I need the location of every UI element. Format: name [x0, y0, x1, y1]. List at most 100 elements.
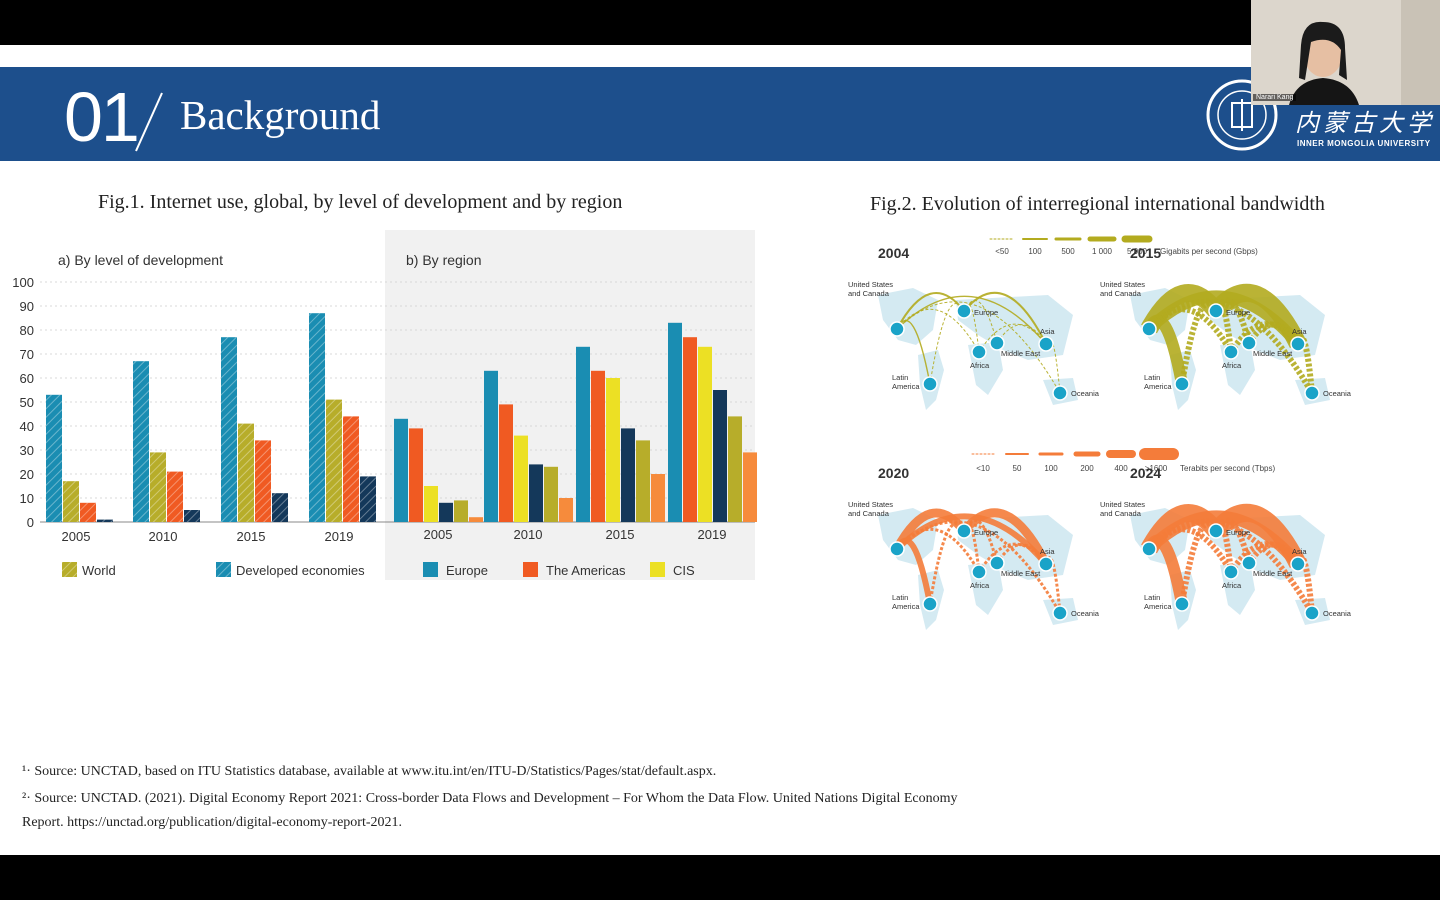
node-middle-east: [989, 555, 1005, 571]
region-label: Asia: [1040, 547, 1055, 556]
legend-value: 200: [1080, 464, 1094, 473]
webcam-thumbnail[interactable]: Narari Kang: [1251, 0, 1440, 105]
bandwidth-arc: [1044, 556, 1062, 614]
legend-label: Europe: [446, 563, 488, 578]
region-label: Asia: [1292, 327, 1307, 336]
region-label: Oceania: [1071, 609, 1100, 618]
node-oceania: [1052, 605, 1068, 621]
title-banner: 01 Background 内蒙古大学 INNER MONGOLIA UNIVE…: [0, 67, 1440, 161]
bar-africa: [469, 517, 483, 522]
x-tick-label: 2005: [62, 529, 91, 544]
bandwidth-arc: [1295, 554, 1315, 614]
y-tick-label: 20: [20, 467, 34, 482]
bar-europe: [394, 418, 408, 522]
bandwidth-arc: [1228, 321, 1301, 354]
x-tick-label: 2019: [325, 529, 354, 544]
bar-arab-states: [439, 502, 453, 522]
panel-a-title: a) By level of development: [58, 252, 223, 268]
region-label: and Canada: [1100, 289, 1142, 298]
bar-hatch: [80, 502, 96, 522]
node-latam: [922, 376, 938, 392]
gridlines: [40, 281, 755, 523]
region-label: United States: [1100, 280, 1145, 289]
bar-hatch: [326, 399, 342, 522]
node-usa: [889, 541, 905, 557]
map-year: 2004: [878, 245, 909, 261]
legend-value: 5 000: [1127, 247, 1148, 256]
legend-unit: Terabits per second (Tbps): [1180, 464, 1275, 473]
node-middle-east: [1241, 555, 1257, 571]
legend-label: World: [82, 563, 116, 578]
legend-label: Developed economies: [236, 563, 365, 578]
node-oceania: [1304, 605, 1320, 621]
bandwidth-arc: [977, 542, 1048, 573]
bar-europe: [668, 322, 682, 522]
region-label: Oceania: [1323, 609, 1352, 618]
region-label: Europe: [974, 308, 998, 317]
legend-unit: Gigabits per second (Gbps): [1160, 247, 1258, 256]
region-label: America: [1144, 602, 1172, 611]
region-label: Latin: [892, 593, 908, 602]
region-label: Africa: [1222, 581, 1242, 590]
y-tick-label: 100: [12, 275, 34, 290]
bandwidth-arc: [1146, 306, 1234, 354]
bar-hatch: [150, 452, 166, 522]
region-label: Asia: [1040, 327, 1055, 336]
node-africa: [971, 344, 987, 360]
node-africa: [971, 564, 987, 580]
bar-hatch: [133, 361, 149, 522]
legend-value: 1 000: [1092, 247, 1113, 256]
bar-africa: [559, 498, 573, 522]
legend-value: 500: [1061, 247, 1075, 256]
bandwidth-arc: [1146, 526, 1234, 574]
y-tick-label: 60: [20, 371, 34, 386]
y-tick-label: 80: [20, 323, 34, 338]
participant-name: Narari Kang: [1253, 94, 1297, 101]
bar-hatch: [309, 313, 325, 522]
legend-value: <10: [976, 464, 990, 473]
legend-value: 100: [1028, 247, 1042, 256]
node-europe: [1208, 523, 1224, 539]
gbps-legend: <50 100 500 1 000 5 000 Gigabits per second (…: [989, 235, 1258, 256]
map-year: 2015: [1130, 245, 1161, 261]
bandwidth-arc: [1209, 504, 1307, 569]
region-label: Oceania: [1071, 389, 1100, 398]
footnote-1: ¹· Source: UNCTAD, based on ITU Statisti…: [22, 764, 717, 779]
university-name-en: INNER MONGOLIA UNIVERSITY: [1297, 139, 1431, 148]
bar-hatch: [343, 416, 359, 522]
bar-arab-states: [621, 428, 635, 522]
tbps-legend: <10 50 100 200 400 >1600 Terabits per second (…: [971, 448, 1275, 473]
y-tick-label: 0: [27, 515, 34, 530]
bar-hatch: [255, 440, 271, 522]
university-seal-icon: [1206, 79, 1278, 151]
y-axis: 0 10 20 30 40 50 60 70 80 90 100: [12, 275, 34, 530]
y-tick-label: 70: [20, 347, 34, 362]
node-asia: [1038, 556, 1054, 572]
region-label: Asia: [1292, 547, 1307, 556]
fig1-title: Fig.1. Internet use, global, by level of…: [98, 191, 623, 213]
y-tick-label: 30: [20, 443, 34, 458]
region-label: Europe: [974, 528, 998, 537]
legend-value: 50: [1013, 464, 1022, 473]
region-label: America: [892, 382, 920, 391]
region-label: Europe: [1226, 528, 1250, 537]
legend-swatch-hatch: [62, 562, 77, 577]
bar-arab-states: [713, 390, 727, 522]
map-year: 2024: [1130, 465, 1161, 481]
region-label: Europe: [1226, 308, 1250, 317]
bandwidth-arc: [978, 323, 1047, 353]
bar-africa: [743, 452, 757, 522]
panel-b-title: b) By region: [406, 252, 481, 268]
legend-swatch: [523, 562, 538, 577]
node-africa: [1223, 564, 1239, 580]
slash-icon: [135, 92, 163, 152]
bandwidth-arc: [896, 308, 980, 353]
legend-value: 400: [1114, 464, 1128, 473]
bar-hatch: [97, 519, 113, 522]
